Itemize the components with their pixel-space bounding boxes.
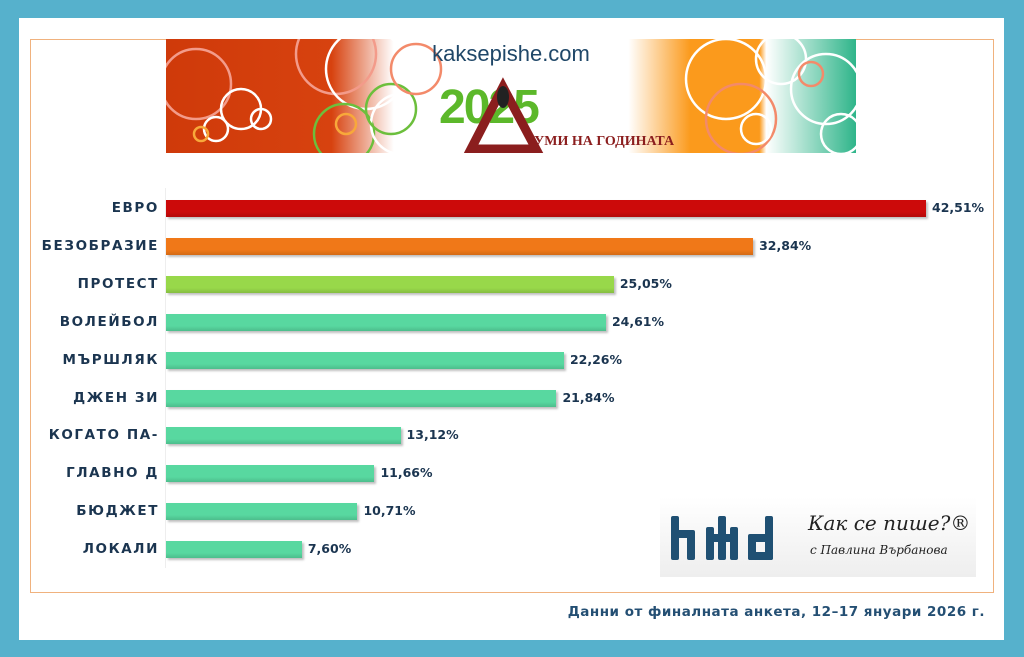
bar — [166, 465, 375, 483]
banner-site-text: kaksepishe.com — [432, 41, 590, 66]
brand-subtitle: с Павлина Върбанова — [810, 543, 948, 557]
bar — [166, 237, 754, 255]
banner-subtitle: УМИ НА ГОДИНАТА — [534, 134, 675, 149]
bar — [166, 351, 564, 369]
value-label: 42,51% — [932, 200, 985, 215]
category-label: ГЛАВНО Д — [66, 465, 159, 482]
category-label: БЮДЖЕТ — [76, 503, 159, 520]
bar — [166, 275, 614, 293]
bar — [166, 427, 401, 445]
bar — [166, 389, 557, 407]
category-axis-line — [165, 188, 166, 568]
brand-title: Как се пише?® — [808, 511, 971, 535]
banner-image: kaksepishe.com 2025 УМИ НА ГОДИНАТА — [166, 39, 856, 153]
value-label: 22,26% — [569, 351, 623, 367]
category-label: ПРОТЕСТ — [77, 275, 159, 292]
bar — [166, 313, 606, 331]
category-label: БЕЗОБРАЗИЕ — [41, 237, 159, 254]
value-label: 21,84% — [562, 389, 615, 405]
value-label: 7,60% — [307, 541, 352, 557]
bar-row: ГЛАВНО Д 11,66% — [19, 463, 1019, 483]
bar — [166, 541, 302, 559]
category-label: ДЖЕН ЗИ — [73, 389, 159, 406]
bar-row: БЮДЖЕТ 10,71% — [19, 501, 1019, 521]
value-label: 24,61% — [611, 313, 665, 329]
category-label: ЛОКАЛИ — [82, 541, 159, 558]
value-label: 32,84% — [759, 237, 812, 253]
category-label: ВОЛЕЙБОЛ — [59, 313, 159, 330]
bar — [166, 503, 358, 521]
category-label: ЕВРО — [111, 200, 159, 216]
bar-row: ДЖЕН ЗИ 21,84% — [19, 388, 1019, 408]
bar-row: БЕЗОБРАЗИЕ 32,84% — [19, 236, 1019, 256]
bar-row: ЛОКАЛИ 7,60% — [19, 539, 1019, 559]
value-label: 11,66% — [380, 465, 433, 481]
value-label: 25,05% — [619, 275, 672, 291]
bar-row: ПРОТЕСТ 25,05% — [19, 274, 1019, 294]
bar — [166, 200, 926, 217]
value-label: 13,12% — [406, 427, 459, 443]
bar-row: ВОЛЕЙБОЛ 24,61% — [19, 312, 1019, 332]
bar-row: КОГАТО ПА- 13,12% — [19, 425, 1019, 445]
category-label: КОГАТО ПА- — [48, 427, 159, 444]
bar-row: ЕВРО 42,51% — [19, 198, 1019, 218]
chart-sheet: kaksepishe.com 2025 УМИ НА ГОДИНАТА ЕВРО… — [19, 18, 1004, 640]
source-note: Данни от финалната анкета, 12–17 януари … — [567, 604, 985, 620]
brand-logo: Как се пише?® с Павлина Върбанова — [660, 497, 976, 577]
category-label: МЪРШЛЯК — [62, 351, 159, 368]
bar-row: МЪРШЛЯК 22,26% — [19, 350, 1019, 370]
value-label: 10,71% — [363, 503, 416, 519]
brand-glyph-icon — [671, 516, 773, 560]
